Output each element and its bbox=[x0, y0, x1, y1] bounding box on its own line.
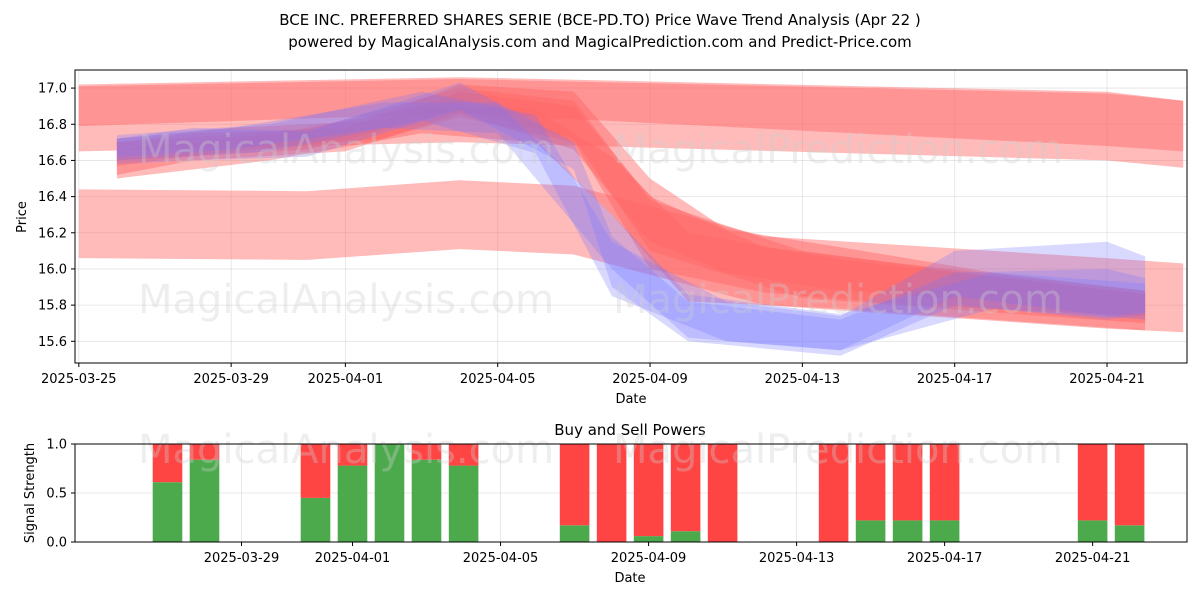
buy-bar bbox=[337, 465, 368, 542]
price-y-tick-label: 16.8 bbox=[38, 118, 67, 133]
watermark-analysis-3: MagicalAnalysis.com bbox=[138, 427, 554, 473]
price-x-tick-label: 2025-04-09 bbox=[612, 372, 688, 387]
sell-bar bbox=[818, 444, 849, 542]
price-x-tick-label: 2025-04-17 bbox=[917, 372, 993, 387]
sell-bar bbox=[300, 444, 331, 498]
sell-bar bbox=[411, 444, 442, 460]
price-x-tick-label: 2025-04-21 bbox=[1069, 372, 1145, 387]
sell-bar bbox=[152, 444, 183, 483]
price-x-tick-label: 2025-03-29 bbox=[193, 372, 269, 387]
chart-subtitle: powered by MagicalAnalysis.com and Magic… bbox=[288, 33, 912, 51]
signal-x-axis: 2025-03-29 2025-04-01 2025-04-05 2025-04-09… bbox=[204, 542, 1131, 566]
price-y-tick-label: 15.6 bbox=[38, 335, 67, 350]
signal-x-tick-label: 2025-04-13 bbox=[759, 551, 835, 566]
watermark-prediction-2: MagicalPrediction.com bbox=[613, 277, 1063, 323]
sell-bar bbox=[448, 444, 479, 466]
signal-x-tick-label: 2025-04-09 bbox=[611, 551, 687, 566]
buy-bar bbox=[300, 497, 331, 542]
price-plot-frame bbox=[74, 69, 1188, 364]
price-y-tick-label: 16.0 bbox=[38, 262, 67, 277]
price-band-red-7 bbox=[116, 88, 1146, 324]
sell-bar bbox=[189, 444, 220, 460]
sell-bar bbox=[892, 444, 923, 521]
price-band-red-1 bbox=[78, 77, 1184, 168]
buy-bar bbox=[152, 482, 183, 542]
sell-bar bbox=[855, 444, 886, 521]
buy-bar bbox=[411, 459, 442, 542]
buy-bar bbox=[448, 465, 479, 542]
signal-x-label: Date bbox=[614, 571, 645, 586]
signal-x-tick-label: 2025-04-01 bbox=[315, 551, 391, 566]
price-x-tick-label: 2025-04-01 bbox=[308, 372, 384, 387]
price-y-axis: 15.6 15.8 16.0 16.2 16.4 16.6 16.8 17.0 bbox=[38, 82, 75, 350]
signal-y-tick-label: 1.0 bbox=[46, 438, 67, 453]
signal-title: Buy and Sell Powers bbox=[554, 421, 706, 439]
signal-panel: Buy and Sell Powers MagicalAnalysis.com … bbox=[23, 421, 1188, 586]
buy-bar bbox=[1114, 525, 1145, 542]
watermark-analysis-2: MagicalAnalysis.com bbox=[138, 277, 554, 323]
buy-bar bbox=[670, 531, 701, 542]
buy-bar bbox=[633, 536, 664, 542]
price-y-tick-label: 16.6 bbox=[38, 154, 67, 169]
buy-bar bbox=[1077, 520, 1108, 542]
price-y-label: Price bbox=[15, 201, 30, 233]
price-band-red-6 bbox=[116, 106, 1146, 331]
watermark-prediction-3: MagicalPrediction.com bbox=[613, 427, 1063, 473]
buy-bar bbox=[189, 459, 220, 542]
signal-x-tick-label: 2025-04-17 bbox=[907, 551, 983, 566]
signal-x-tick-label: 2025-04-05 bbox=[463, 551, 539, 566]
price-band-red-3 bbox=[78, 180, 1184, 333]
price-band-red-2 bbox=[78, 79, 1184, 152]
sell-bar bbox=[670, 444, 701, 532]
watermark-analysis: MagicalAnalysis.com bbox=[138, 127, 554, 173]
price-grid bbox=[75, 70, 1187, 363]
price-x-tick-label: 2025-04-05 bbox=[460, 372, 536, 387]
sell-bar bbox=[929, 444, 960, 521]
signal-y-axis: 0.0 0.5 1.0 bbox=[46, 438, 75, 551]
price-x-label: Date bbox=[615, 392, 646, 407]
chart-title: BCE INC. PREFERRED SHARES SERIE (BCE-PD.… bbox=[279, 11, 921, 29]
sell-bar bbox=[1114, 444, 1145, 526]
signal-x-tick-label: 2025-04-21 bbox=[1055, 551, 1131, 566]
price-band-blue-9 bbox=[116, 91, 1146, 351]
sell-bar bbox=[707, 444, 738, 542]
price-x-tick-label: 2025-03-25 bbox=[41, 372, 117, 387]
price-y-tick-label: 16.2 bbox=[38, 226, 67, 241]
signal-y-tick-label: 0.0 bbox=[46, 536, 67, 551]
sell-bar bbox=[596, 444, 627, 542]
sell-bar bbox=[559, 444, 590, 526]
watermark-prediction: MagicalPrediction.com bbox=[613, 127, 1063, 173]
signal-x-tick-label: 2025-03-29 bbox=[204, 551, 280, 566]
price-x-tick-label: 2025-04-13 bbox=[765, 372, 841, 387]
price-bands bbox=[78, 77, 1184, 356]
price-y-tick-label: 17.0 bbox=[38, 82, 67, 97]
sell-bar bbox=[337, 444, 368, 466]
buy-bar bbox=[929, 520, 960, 542]
price-y-tick-label: 15.8 bbox=[38, 299, 67, 314]
price-band-red-4 bbox=[116, 84, 1146, 320]
signal-y-tick-label: 0.5 bbox=[46, 487, 67, 502]
price-x-axis: 2025-03-25 2025-03-29 2025-04-01 2025-04-05… bbox=[41, 363, 1145, 387]
sell-bar bbox=[633, 444, 664, 537]
price-y-tick-label: 16.4 bbox=[38, 190, 67, 205]
buy-bar bbox=[559, 525, 590, 542]
signal-y-label: Signal Strength bbox=[23, 443, 38, 543]
price-panel: MagicalAnalysis.com MagicalPrediction.co… bbox=[15, 69, 1188, 407]
signal-bars bbox=[152, 444, 1145, 542]
price-band-red-5 bbox=[116, 91, 1146, 316]
buy-bar bbox=[374, 444, 405, 542]
sell-bar bbox=[1077, 444, 1108, 521]
buy-bar bbox=[855, 520, 886, 542]
buy-bar bbox=[892, 520, 923, 542]
